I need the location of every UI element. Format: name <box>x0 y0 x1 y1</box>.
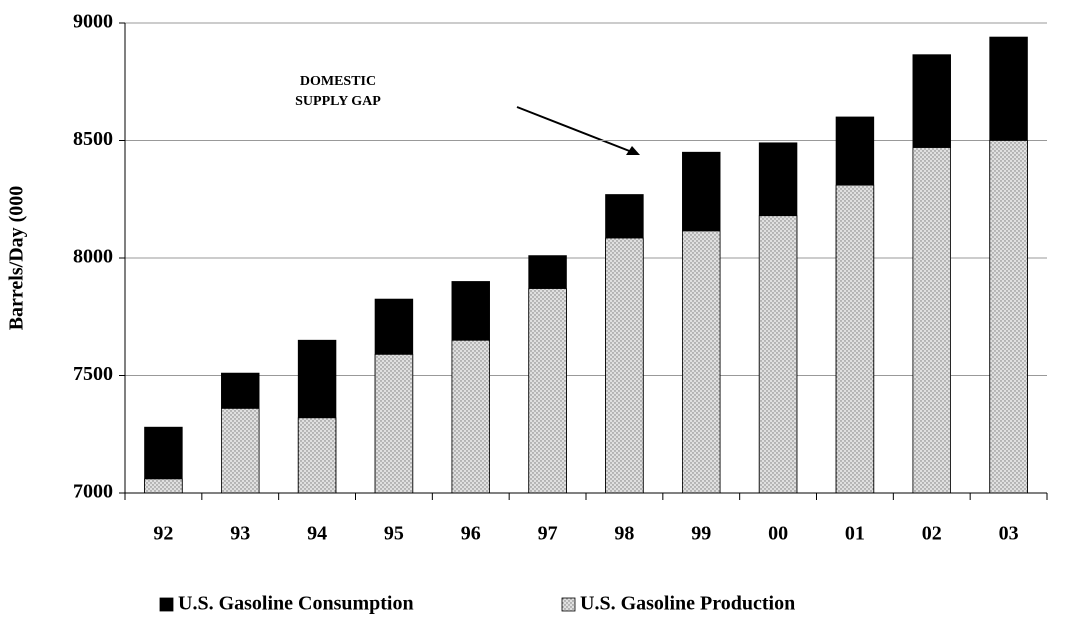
legend-label: U.S. Gasoline Consumption <box>178 593 414 615</box>
y-tick-label: 7500 <box>73 363 113 385</box>
arrow-head <box>626 146 640 155</box>
x-tick-label: 97 <box>538 523 558 545</box>
y-axis-label: Barrels/Day (000 <box>6 186 28 331</box>
bar <box>528 288 567 494</box>
legend-swatch <box>561 597 576 612</box>
bar <box>451 339 490 494</box>
bar <box>835 184 875 494</box>
y-tick-label: 9000 <box>73 11 113 33</box>
y-tick-label: 8000 <box>73 246 113 268</box>
bar <box>605 237 644 494</box>
bar <box>221 407 260 494</box>
x-tick-label: 94 <box>307 523 327 545</box>
bar <box>912 147 951 494</box>
x-tick-label: 92 <box>153 523 173 545</box>
annotation: SUPPLY GAP <box>295 94 381 109</box>
legend-label: U.S. Gasoline Production <box>580 593 795 615</box>
bar <box>297 417 337 494</box>
legend-swatch <box>159 597 174 612</box>
bar <box>144 478 183 494</box>
x-tick-label: 99 <box>691 523 711 545</box>
bar <box>682 230 721 494</box>
annotation-arrow <box>516 106 633 153</box>
x-tick-label: 98 <box>614 523 634 545</box>
x-tick-label: 96 <box>461 523 481 545</box>
y-tick-label: 8500 <box>73 128 113 150</box>
bar <box>374 353 414 494</box>
annotation: DOMESTIC <box>300 74 376 89</box>
x-tick-label: 93 <box>230 523 250 545</box>
y-tick-label: 7000 <box>73 481 113 503</box>
x-tick-label: 95 <box>384 523 404 545</box>
x-tick-label: 02 <box>922 523 942 545</box>
bar <box>989 140 1028 494</box>
x-tick-label: 01 <box>845 523 865 545</box>
bar <box>758 215 798 494</box>
x-tick-label: 03 <box>999 523 1019 545</box>
x-tick-label: 00 <box>768 523 788 545</box>
